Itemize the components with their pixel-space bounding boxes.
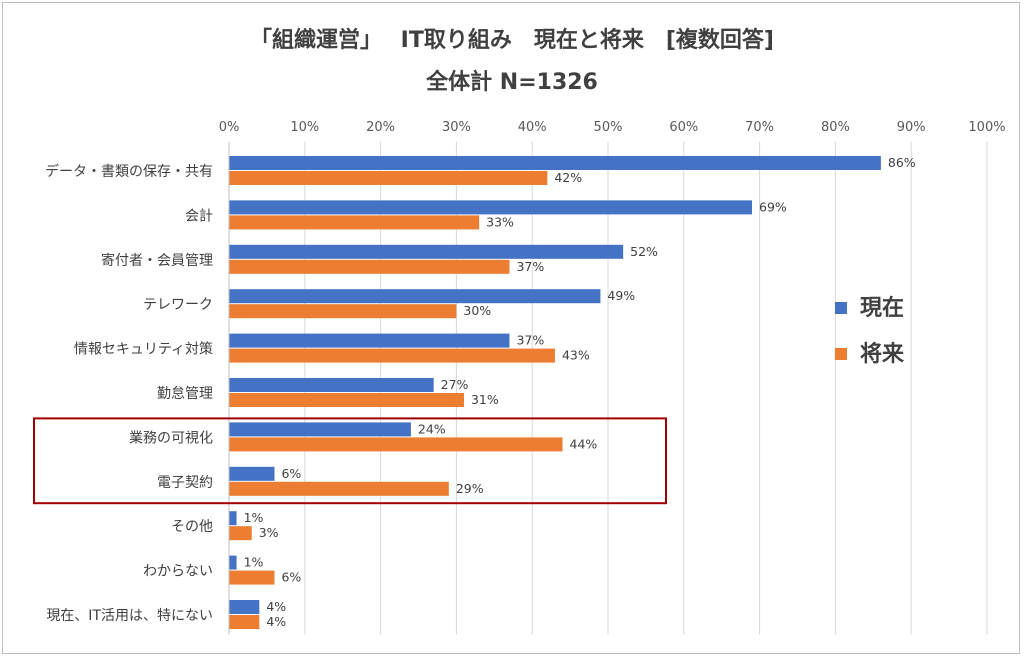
data-label: 6%	[281, 570, 301, 585]
category-label: 会計	[185, 208, 213, 224]
bar-future	[229, 437, 563, 452]
data-label: 52%	[630, 244, 658, 259]
data-label: 42%	[554, 170, 582, 185]
data-label: 4%	[266, 599, 286, 614]
bar-current	[229, 422, 411, 437]
legend-swatch	[835, 302, 847, 314]
bar-future	[229, 348, 555, 363]
bar-future	[229, 215, 480, 230]
x-tick-label: 90%	[897, 120, 926, 135]
bar-future	[229, 570, 275, 585]
data-label: 31%	[471, 392, 499, 407]
category-label: 寄付者・会員管理	[101, 252, 213, 269]
bar-current	[229, 244, 624, 259]
x-tick-label: 60%	[669, 120, 698, 135]
data-label: 27%	[441, 377, 469, 392]
x-tick-label: 80%	[821, 120, 850, 135]
bar-current	[229, 555, 237, 570]
data-label: 3%	[259, 525, 279, 540]
legend-label: 現在	[860, 295, 904, 321]
bar-current	[229, 156, 881, 170]
bar-current	[229, 333, 510, 348]
data-label: 33%	[486, 214, 514, 229]
data-label: 29%	[456, 481, 484, 496]
bar-future	[229, 259, 510, 274]
legend-label: 将来	[860, 341, 905, 367]
x-tick-label: 0%	[219, 120, 240, 135]
x-tick-label: 100%	[968, 120, 1005, 135]
bar-future	[229, 615, 260, 629]
data-label: 37%	[516, 259, 544, 274]
category-label: 電子契約	[157, 475, 213, 491]
data-label: 24%	[418, 421, 446, 436]
bar-current	[229, 289, 601, 304]
category-label: 業務の可視化	[129, 430, 213, 446]
x-tick-label: 30%	[442, 120, 471, 135]
category-label: 現在、IT活用は、特にない	[46, 608, 213, 624]
bar-current	[229, 511, 237, 526]
bar-current	[229, 466, 275, 481]
bar-current	[229, 378, 434, 392]
data-label: 86%	[888, 155, 916, 170]
data-label: 1%	[244, 510, 264, 525]
chart-subtitle: 全体計 N=1326	[426, 70, 598, 95]
category-label: わからない	[143, 564, 213, 580]
data-label: 37%	[516, 333, 544, 348]
highlight-box	[33, 417, 667, 505]
category-label: データ・書類の保存・共有	[45, 163, 213, 180]
data-label: 49%	[607, 288, 635, 303]
category-label: 情報セキュリティ対策	[74, 341, 213, 358]
bar-current	[229, 600, 260, 614]
x-tick-label: 20%	[366, 120, 395, 135]
data-label: 6%	[281, 466, 301, 481]
bar-current	[229, 200, 753, 215]
data-label: 4%	[266, 614, 286, 629]
data-label: 43%	[562, 348, 590, 363]
x-tick-label: 50%	[594, 120, 623, 135]
data-label: 30%	[463, 303, 491, 318]
x-tick-label: 10%	[290, 120, 319, 135]
bar-future	[229, 393, 464, 407]
legend-swatch	[835, 348, 847, 360]
x-tick-label: 70%	[745, 120, 774, 135]
bar-future	[229, 481, 449, 496]
category-label: その他	[171, 519, 213, 535]
category-label: テレワーク	[143, 297, 213, 313]
data-label: 44%	[570, 436, 598, 451]
bar-future	[229, 304, 457, 319]
x-tick-label: 40%	[518, 120, 547, 135]
category-label: 勤怠管理	[157, 386, 213, 402]
data-label: 1%	[244, 555, 264, 570]
bar-future	[229, 171, 548, 185]
chart-title: 「組織運営」 IT取り組み 現在と将来 [複数回答]	[250, 28, 774, 53]
data-label: 69%	[759, 199, 787, 214]
bar-future	[229, 526, 252, 541]
